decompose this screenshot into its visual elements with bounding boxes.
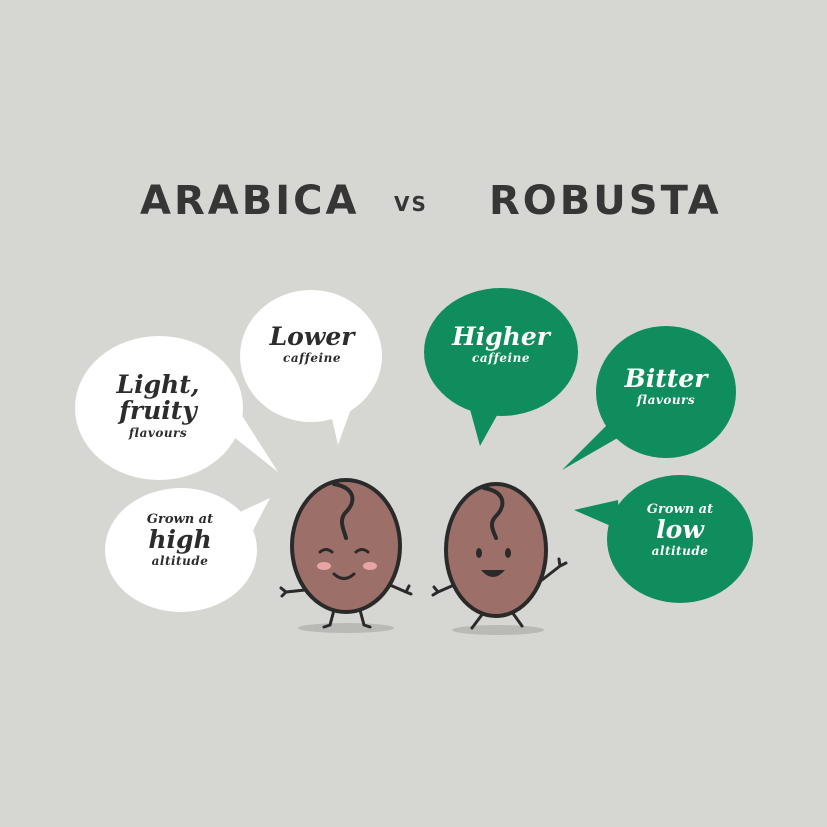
- arabica-bean-character-icon: [279, 478, 413, 633]
- arabica-caffeine-text: Lower caffeine: [250, 322, 374, 366]
- robusta-caffeine-main: Higher: [452, 322, 550, 351]
- robusta-altitude-sub: altitude: [651, 543, 709, 558]
- arabica-title: ARABICA: [140, 178, 360, 224]
- robusta-bubble-altitude-icon: [574, 475, 753, 603]
- versus-label: VS: [394, 192, 428, 216]
- comparison-heading: ARABICA VS ROBUSTA: [0, 178, 827, 228]
- robusta-flavour-main: Bitter: [624, 364, 708, 393]
- arabica-flavour-text: Light, fruity flavours: [90, 370, 226, 440]
- arabica-flavour-line2: fruity: [119, 396, 197, 426]
- robusta-altitude-pre: Grown at: [646, 502, 714, 517]
- arabica-flavour-line1: Light,: [116, 370, 200, 399]
- robusta-flavour-sub: flavours: [636, 393, 696, 408]
- arabica-caffeine-main: Lower: [269, 322, 355, 351]
- robusta-title: ROBUSTA: [489, 178, 722, 224]
- arabica-flavour-sub: flavours: [128, 425, 188, 440]
- arabica-bubble-altitude-icon: [105, 488, 270, 612]
- robusta-altitude-text: Grown at low altitude: [618, 503, 742, 557]
- robusta-bean-character-icon: [431, 482, 568, 635]
- robusta-caffeine-sub: caffeine: [472, 351, 530, 366]
- robusta-bubble-flavour-icon: [562, 326, 736, 470]
- arabica-altitude-main: high: [148, 524, 212, 554]
- arabica-altitude-text: Grown at high altitude: [118, 513, 242, 567]
- arabica-bubble-flavour-icon: [75, 336, 278, 480]
- arabica-bubble-caffeine-icon: [240, 290, 382, 445]
- arabica-altitude-sub: altitude: [151, 553, 209, 568]
- robusta-bubble-caffeine-icon: [424, 288, 578, 446]
- robusta-caffeine-text: Higher caffeine: [438, 322, 564, 366]
- robusta-altitude-main: low: [656, 514, 704, 544]
- arabica-altitude-pre: Grown at: [146, 512, 214, 527]
- robusta-flavour-text: Bitter flavours: [606, 364, 726, 408]
- arabica-caffeine-sub: caffeine: [283, 351, 341, 366]
